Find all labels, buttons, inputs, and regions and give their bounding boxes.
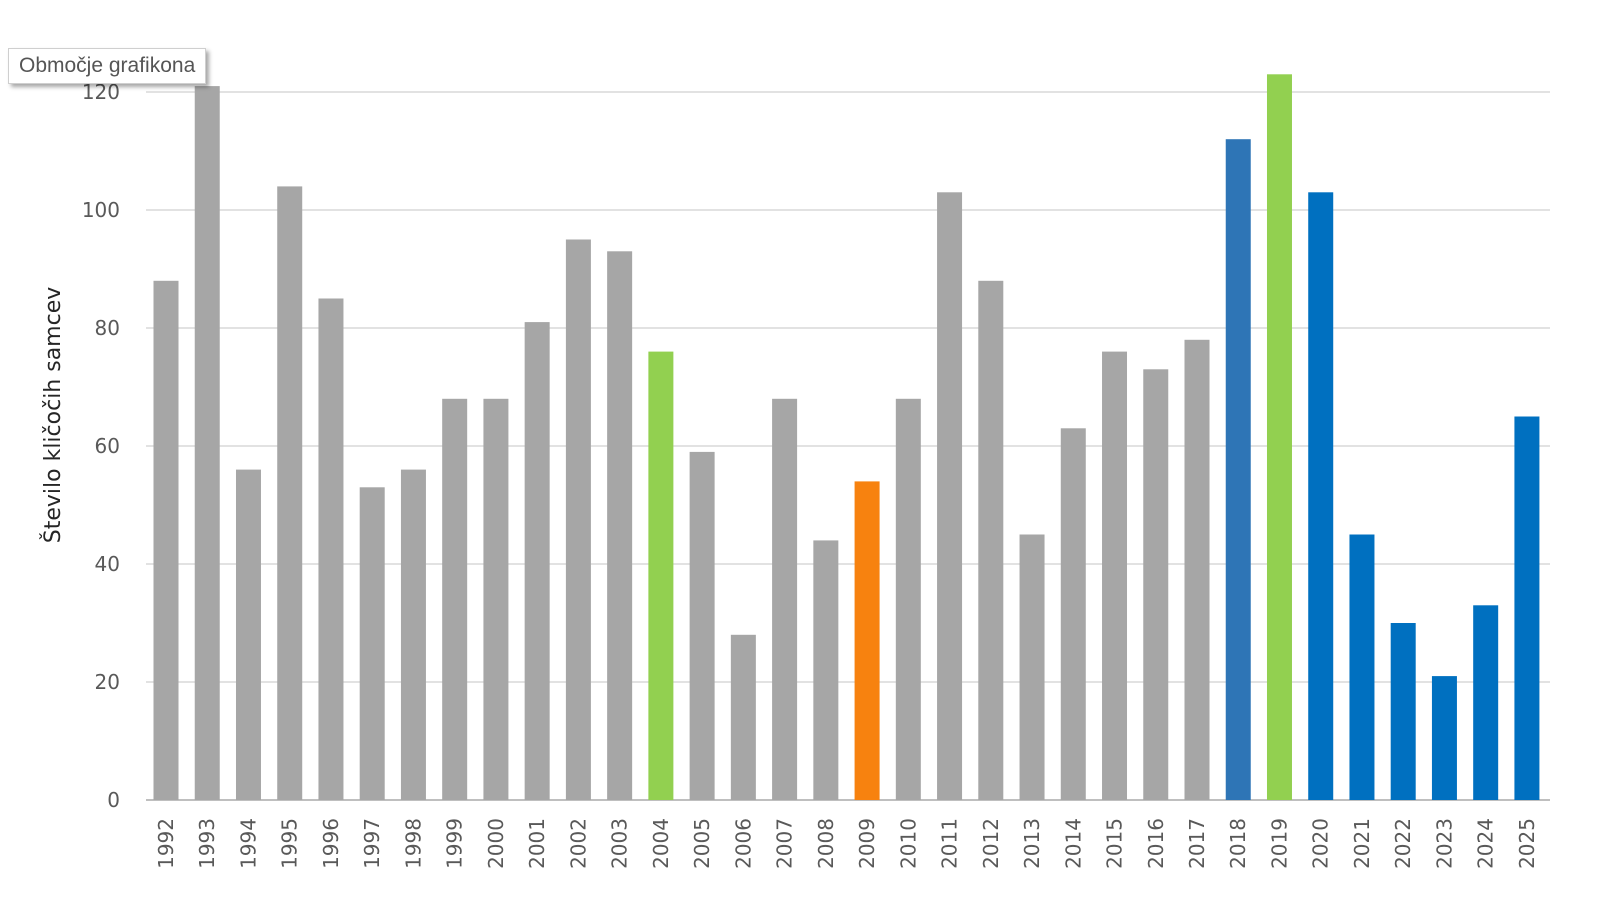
bar-2013 — [1019, 534, 1045, 800]
x-tick-label: 2022 — [1391, 818, 1415, 869]
x-tick-label: 2002 — [566, 818, 590, 869]
x-tick-label: 1999 — [443, 818, 467, 869]
bar-2016 — [1143, 369, 1169, 800]
x-tick-label: 2023 — [1432, 818, 1456, 869]
bar-2024 — [1473, 605, 1499, 800]
bar-2004 — [648, 351, 674, 800]
y-tick-label: 120 — [82, 80, 120, 104]
bar-1995 — [277, 186, 303, 800]
bar-2006 — [730, 634, 756, 800]
bar-2009 — [854, 481, 880, 800]
y-tick-label: 20 — [95, 670, 120, 694]
y-tick-label: 60 — [95, 434, 120, 458]
x-tick-label: 2004 — [649, 818, 673, 869]
bar-1997 — [359, 487, 385, 800]
x-tick-label: 1995 — [278, 818, 302, 869]
bar-2014 — [1060, 428, 1086, 800]
x-tick-label: 2008 — [814, 818, 838, 869]
x-tick-label: 2014 — [1061, 818, 1085, 869]
x-tick-label: 2021 — [1350, 818, 1374, 869]
x-tick-label: 2025 — [1515, 818, 1539, 869]
bar-2017 — [1184, 339, 1210, 800]
x-tick-label: 1992 — [154, 818, 178, 869]
x-tick-label: 2006 — [731, 818, 755, 869]
bar-2008 — [813, 540, 839, 800]
x-tick-label: 2005 — [690, 818, 714, 869]
bar-1998 — [400, 469, 426, 800]
bar-1999 — [442, 398, 468, 800]
bar-2012 — [978, 280, 1004, 800]
x-tick-label: 1994 — [236, 818, 260, 869]
x-tick-label: 1998 — [401, 818, 425, 869]
bar-1994 — [235, 469, 261, 800]
bar-2002 — [565, 239, 591, 800]
x-tick-label: 2000 — [484, 818, 508, 869]
bar-1996 — [318, 298, 344, 800]
x-tick-label: 2013 — [1020, 818, 1044, 869]
bar-2015 — [1102, 351, 1128, 800]
y-tick-label: 100 — [82, 198, 120, 222]
x-tick-label: 2020 — [1309, 818, 1333, 869]
bar-2025 — [1514, 416, 1540, 800]
chart-area-tooltip: Območje grafikona — [8, 48, 207, 84]
x-tick-label: 2015 — [1103, 818, 1127, 869]
bar-2022 — [1390, 623, 1416, 800]
bar-2000 — [483, 398, 509, 800]
x-tick-label: 2010 — [896, 818, 920, 869]
bar-1992 — [153, 280, 179, 800]
x-tick-label: 2019 — [1267, 818, 1291, 869]
y-axis-label: Število kličočih samcev — [40, 287, 66, 544]
bar-2001 — [524, 322, 550, 800]
x-tick-label: 2018 — [1226, 818, 1250, 869]
y-tick-label: 80 — [95, 316, 120, 340]
x-tick-label: 2007 — [773, 818, 797, 869]
bar-2019 — [1266, 74, 1292, 801]
x-tick-label: 2009 — [855, 818, 879, 869]
x-tick-label: 1997 — [360, 818, 384, 869]
x-tick-label: 2011 — [938, 818, 962, 869]
bar-2023 — [1431, 676, 1457, 800]
x-tick-label: 1996 — [319, 818, 343, 869]
bar-2011 — [937, 192, 963, 801]
bar-2020 — [1308, 192, 1334, 801]
x-tick-label: 2003 — [608, 818, 632, 869]
x-tick-label: 2024 — [1474, 818, 1498, 869]
bar-2007 — [772, 398, 798, 800]
x-tick-label: 1993 — [195, 818, 219, 869]
bar-2018 — [1225, 139, 1251, 800]
bar-1993 — [194, 86, 220, 801]
x-tick-label: 2001 — [525, 818, 549, 869]
bar-2003 — [607, 251, 633, 801]
y-tick-label: 0 — [107, 788, 120, 812]
bar-2010 — [895, 398, 921, 800]
x-tick-label: 2017 — [1185, 818, 1209, 869]
x-tick-label: 2012 — [979, 818, 1003, 869]
bar-2021 — [1349, 534, 1375, 800]
y-tick-label: 40 — [95, 552, 120, 576]
x-tick-label: 2016 — [1144, 818, 1168, 869]
bar-2005 — [689, 451, 715, 800]
